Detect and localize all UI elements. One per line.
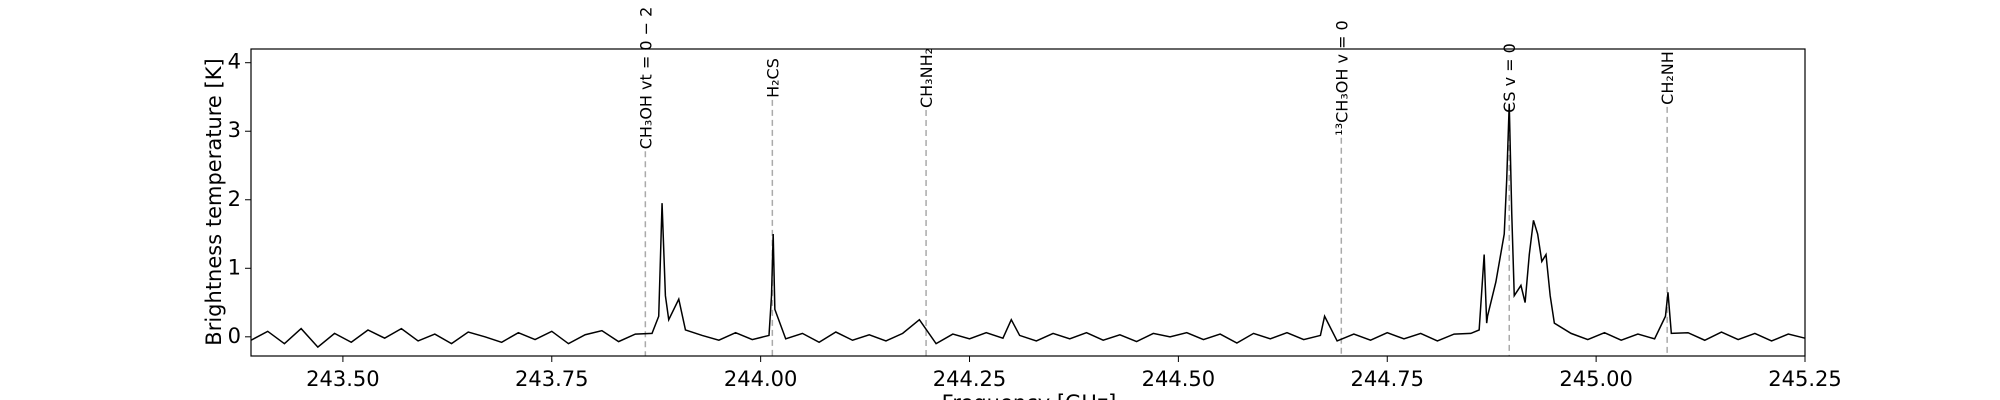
line-marker-label: CH₂NH — [1658, 51, 1677, 105]
spectrum-line — [250, 103, 1806, 349]
y-tick-label: 2 — [228, 187, 241, 211]
line-marker-label: CH₃OH vt = 0 − 2 — [636, 7, 655, 150]
y-tick-label: 4 — [228, 50, 241, 74]
x-tick-label: 245.00 — [1559, 367, 1632, 391]
y-tick-label: 1 — [228, 255, 241, 279]
x-tick-label: 243.50 — [306, 367, 379, 391]
x-axis-label: Frequency [GHz] — [942, 391, 1117, 400]
x-tick-label: 244.00 — [724, 367, 797, 391]
x-tick-label: 243.75 — [515, 367, 588, 391]
plot-frame — [250, 48, 1806, 357]
x-tick-label: 244.50 — [1142, 367, 1215, 391]
line-marker-label: ¹³CH₃OH v = 0 — [1332, 20, 1351, 135]
y-tick-label: 0 — [228, 324, 241, 348]
line-marker-label: CS v = 0 — [1500, 43, 1519, 113]
x-tick-label: 244.25 — [933, 367, 1006, 391]
line-marker-label: H₂CS — [763, 58, 782, 98]
x-tick-label: 244.75 — [1351, 367, 1424, 391]
y-tick-label: 3 — [228, 118, 241, 142]
y-axis-label: Brightness temperature [K] — [202, 58, 226, 345]
line-marker-label: CH₃NH₂ — [917, 48, 936, 108]
x-tick-label: 245.25 — [1768, 367, 1841, 391]
